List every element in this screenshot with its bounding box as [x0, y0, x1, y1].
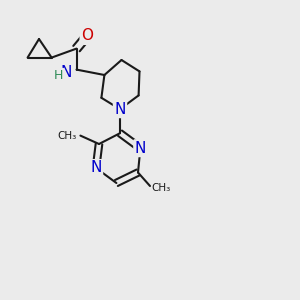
Text: N: N: [61, 65, 72, 80]
Text: CH₃: CH₃: [152, 183, 171, 194]
Text: N: N: [90, 160, 102, 175]
Text: H: H: [54, 69, 63, 82]
Text: N: N: [135, 141, 146, 156]
Text: CH₃: CH₃: [58, 130, 77, 141]
Text: N: N: [114, 102, 126, 117]
Text: O: O: [81, 28, 93, 44]
